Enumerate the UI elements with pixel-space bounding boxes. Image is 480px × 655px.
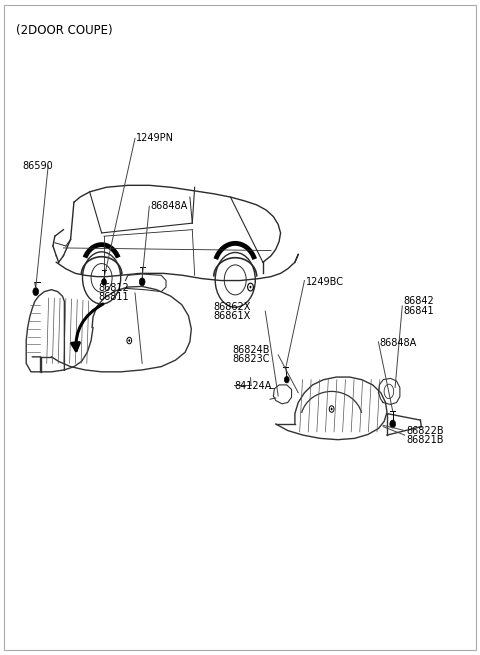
Circle shape (250, 286, 252, 288)
Text: 86822B: 86822B (406, 426, 444, 436)
Text: 86812: 86812 (98, 284, 129, 293)
Circle shape (331, 407, 333, 410)
Circle shape (390, 420, 396, 428)
Circle shape (284, 377, 289, 383)
Text: 1249BC: 1249BC (306, 277, 344, 287)
Text: 86861X: 86861X (213, 310, 251, 321)
Text: 86821B: 86821B (406, 435, 444, 445)
Text: 86848A: 86848A (380, 338, 417, 348)
Text: 86590: 86590 (23, 160, 54, 171)
Circle shape (139, 278, 145, 286)
Circle shape (102, 278, 107, 285)
Text: 86842: 86842 (404, 297, 434, 307)
Text: 86823C: 86823C (232, 354, 269, 364)
Circle shape (128, 339, 130, 342)
Text: 86848A: 86848A (151, 201, 188, 211)
Text: 86824B: 86824B (232, 345, 269, 354)
Text: (2DOOR COUPE): (2DOOR COUPE) (16, 24, 112, 37)
Text: 86841: 86841 (404, 305, 434, 316)
Text: 84124A: 84124A (234, 381, 272, 391)
Text: 86811: 86811 (98, 293, 129, 303)
Text: 1249PN: 1249PN (136, 134, 174, 143)
Text: 86862X: 86862X (213, 302, 251, 312)
Circle shape (33, 288, 38, 295)
